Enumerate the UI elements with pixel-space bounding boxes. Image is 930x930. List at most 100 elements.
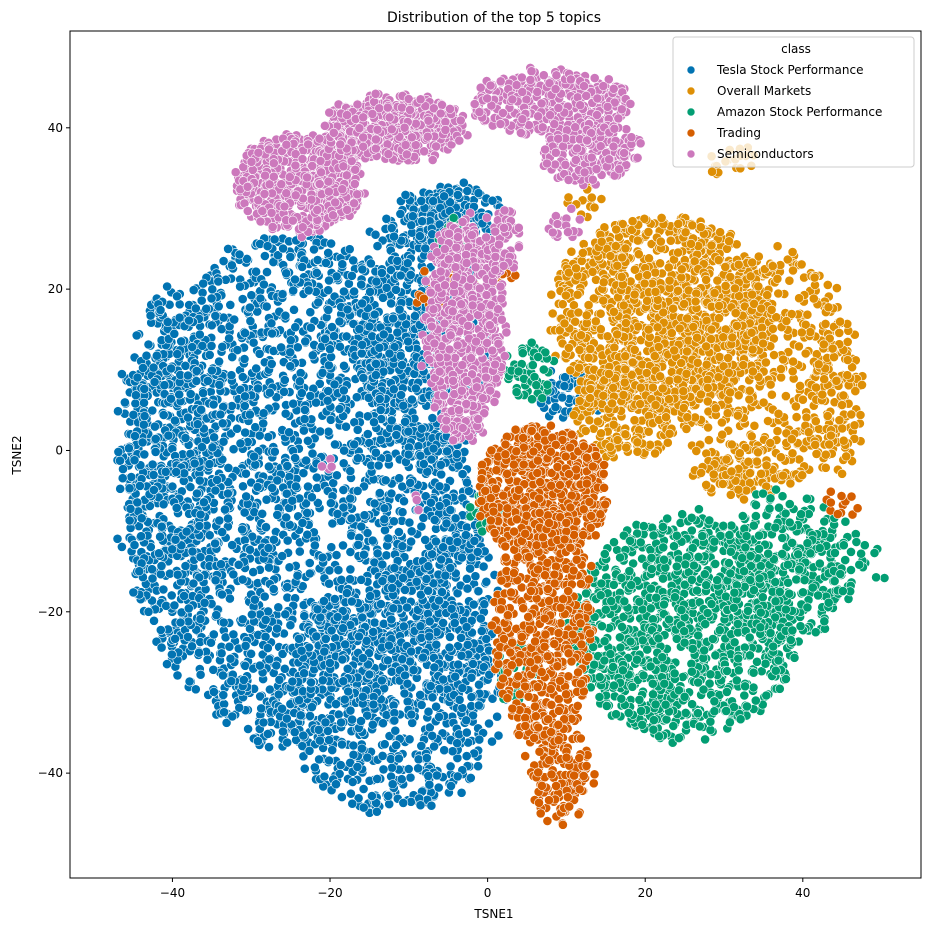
data-point [465, 773, 476, 783]
data-point [169, 328, 180, 339]
data-point [268, 584, 279, 594]
data-point [460, 530, 471, 540]
data-point [166, 590, 177, 601]
data-point [130, 431, 140, 441]
data-point [196, 404, 206, 415]
data-point [304, 745, 315, 756]
data-point [171, 466, 182, 477]
data-point [416, 741, 427, 751]
data-point [218, 436, 229, 447]
data-point [249, 507, 260, 518]
data-point [148, 469, 159, 480]
data-point [281, 713, 292, 724]
data-point [397, 507, 408, 518]
data-point [266, 358, 277, 369]
data-point [227, 711, 238, 722]
data-point [337, 654, 348, 665]
data-point [463, 486, 474, 496]
data-point [372, 774, 383, 784]
data-point [342, 304, 353, 315]
data-point [194, 647, 204, 658]
data-point [462, 186, 473, 196]
data-point [254, 660, 265, 671]
data-point [320, 634, 331, 644]
data-point [384, 799, 395, 809]
data-point [340, 639, 351, 650]
data-point [472, 547, 483, 557]
data-point [474, 734, 485, 745]
data-point [166, 363, 176, 374]
data-point [129, 540, 140, 550]
data-point [337, 739, 347, 750]
data-point [372, 241, 383, 251]
data-point [434, 481, 445, 492]
data-point [305, 390, 316, 401]
data-point [481, 634, 492, 644]
data-point [149, 421, 160, 432]
data-point [174, 389, 185, 400]
data-point [424, 616, 435, 627]
data-point [335, 760, 346, 770]
data-point [481, 576, 492, 587]
data-point [347, 714, 357, 725]
data-point [404, 734, 415, 745]
data-point [404, 517, 415, 528]
data-point [145, 310, 156, 321]
data-point [444, 642, 455, 653]
data-point [378, 292, 388, 303]
data-point [324, 565, 335, 576]
data-point [369, 498, 380, 509]
data-point [184, 315, 194, 326]
data-point [174, 312, 185, 323]
data-point [138, 419, 149, 430]
data-point [393, 753, 404, 764]
data-point [349, 286, 359, 297]
data-point [306, 677, 316, 688]
data-point [410, 383, 421, 394]
data-point [423, 771, 434, 781]
data-point [279, 375, 290, 385]
data-point [407, 718, 418, 728]
data-point [446, 781, 456, 791]
data-point [282, 582, 293, 592]
data-point [410, 311, 420, 321]
data-point [118, 464, 128, 474]
data-point [210, 538, 220, 549]
data-point [312, 604, 323, 615]
data-point [447, 746, 458, 757]
data-point [374, 488, 385, 498]
data-point [156, 561, 167, 571]
data-point [187, 546, 198, 557]
data-point [394, 304, 405, 315]
data-point [403, 449, 414, 460]
data-point [240, 391, 250, 402]
data-point [395, 208, 406, 219]
data-point [329, 331, 339, 341]
data-point [260, 615, 271, 625]
data-point [378, 329, 389, 340]
data-point [423, 585, 434, 596]
data-point [282, 460, 293, 471]
data-point [352, 485, 363, 496]
data-point [195, 614, 206, 624]
data-point [160, 466, 171, 477]
data-point [115, 455, 125, 466]
data-point [297, 261, 308, 272]
data-point [264, 742, 274, 752]
data-point [208, 664, 219, 675]
data-point [179, 591, 189, 601]
data-point [338, 676, 349, 687]
data-point [416, 195, 427, 206]
data-point [406, 536, 416, 547]
data-point [431, 639, 442, 650]
data-point [305, 322, 316, 333]
data-point [338, 385, 349, 396]
data-point [224, 333, 234, 344]
data-point [326, 238, 336, 249]
data-point [258, 717, 269, 728]
data-point [356, 521, 367, 532]
data-point [468, 599, 479, 610]
data-point [228, 629, 239, 640]
data-point [345, 493, 356, 504]
data-point [162, 281, 172, 292]
